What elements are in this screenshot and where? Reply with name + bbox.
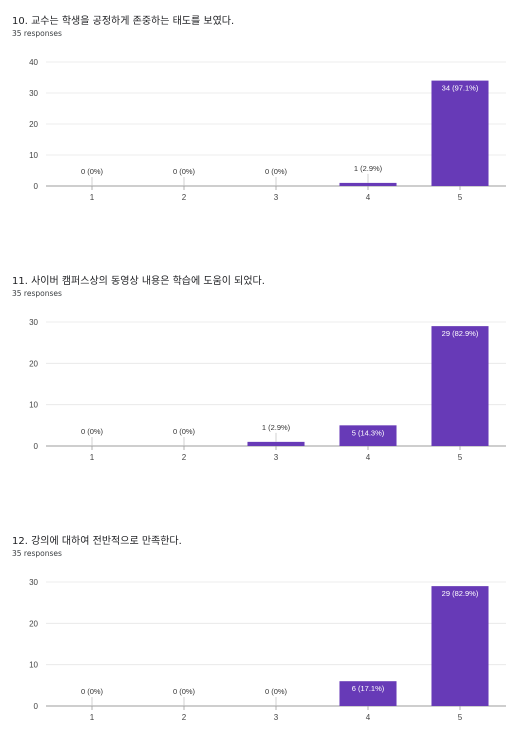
question-title: 12. 강의에 대하여 전반적으로 만족한다. bbox=[12, 536, 182, 547]
question-block-12: 12. 강의에 대하여 전반적으로 만족한다. 35 responses 0 10… bbox=[0, 520, 526, 744]
x-tick-label: 1 bbox=[90, 453, 95, 462]
y-tick-label: 20 bbox=[29, 359, 38, 368]
x-tick-label: 1 bbox=[90, 193, 95, 202]
x-tick-label: 3 bbox=[274, 713, 279, 722]
bar bbox=[431, 80, 489, 186]
y-tick-label: 0 bbox=[34, 182, 39, 191]
x-tick-label: 2 bbox=[182, 453, 187, 462]
y-tick-label: 10 bbox=[29, 151, 38, 160]
data-label: 6 (17.1%) bbox=[352, 684, 385, 693]
bar-chart: 0 10 20 30 1 0 (0%) 2 0 (0%) 3 1 (2.9%) 4 5 (14.3%)… bbox=[29, 318, 506, 462]
question-title: 10. 교수는 학생을 공정하게 존중하는 태도를 보였다. bbox=[12, 16, 235, 27]
data-label: 0 (0%) bbox=[265, 167, 288, 176]
y-tick-label: 0 bbox=[34, 702, 39, 711]
x-tick-label: 3 bbox=[274, 193, 279, 202]
data-label: 34 (97.1%) bbox=[442, 84, 479, 93]
x-tick-label: 1 bbox=[90, 713, 95, 722]
response-count: 35 responses bbox=[12, 29, 62, 38]
y-tick-label: 30 bbox=[29, 318, 38, 327]
question-title: 11. 사이버 캠퍼스상의 동영상 내용은 학습에 도움이 되었다. bbox=[12, 276, 265, 287]
data-label: 0 (0%) bbox=[173, 167, 196, 176]
y-tick-label: 0 bbox=[34, 442, 39, 451]
bar bbox=[247, 441, 305, 446]
data-label: 0 (0%) bbox=[173, 427, 196, 436]
x-tick-label: 2 bbox=[182, 713, 187, 722]
bar bbox=[431, 586, 489, 706]
data-label: 1 (2.9%) bbox=[354, 164, 383, 173]
y-tick-label: 20 bbox=[29, 120, 38, 129]
question-block-11: 11. 사이버 캠퍼스상의 동영상 내용은 학습에 도움이 되었다. 35 re… bbox=[0, 260, 526, 500]
x-tick-label: 3 bbox=[274, 453, 279, 462]
x-tick-label: 4 bbox=[366, 193, 371, 202]
data-label: 29 (82.9%) bbox=[442, 329, 479, 338]
y-tick-label: 10 bbox=[29, 661, 38, 670]
response-count: 35 responses bbox=[12, 289, 62, 298]
data-label: 5 (14.3%) bbox=[352, 428, 385, 437]
y-tick-label: 30 bbox=[29, 89, 38, 98]
bar-chart: 0 10 20 30 1 0 (0%) 2 0 (0%) 3 0 (0%) 4 6 (17.1%) 5 2… bbox=[29, 578, 506, 722]
bar bbox=[339, 681, 397, 706]
data-label: 0 (0%) bbox=[265, 687, 288, 696]
x-tick-label: 5 bbox=[458, 713, 463, 722]
x-tick-label: 4 bbox=[366, 713, 371, 722]
y-tick-label: 30 bbox=[29, 578, 38, 587]
data-label: 1 (2.9%) bbox=[262, 423, 291, 432]
data-label: 0 (0%) bbox=[173, 687, 196, 696]
bar bbox=[431, 326, 489, 446]
x-tick-label: 5 bbox=[458, 193, 463, 202]
data-label: 0 (0%) bbox=[81, 687, 104, 696]
bar-chart: 0 10 20 30 40 1 0 (0%) 2 0 (0%) 3 0 (0%) 4 1 (2.9%) 5… bbox=[29, 58, 506, 202]
y-tick-label: 40 bbox=[29, 58, 38, 67]
data-label: 29 (82.9%) bbox=[442, 589, 479, 598]
data-label: 0 (0%) bbox=[81, 167, 104, 176]
x-tick-label: 2 bbox=[182, 193, 187, 202]
y-tick-label: 20 bbox=[29, 619, 38, 628]
x-tick-label: 5 bbox=[458, 453, 463, 462]
response-count: 35 responses bbox=[12, 549, 62, 558]
bar bbox=[339, 425, 397, 446]
x-tick-label: 4 bbox=[366, 453, 371, 462]
data-label: 0 (0%) bbox=[81, 427, 104, 436]
question-block-10: 10. 교수는 학생을 공정하게 존중하는 태도를 보였다. 35 respon… bbox=[0, 0, 526, 240]
bar bbox=[339, 182, 397, 186]
y-tick-label: 10 bbox=[29, 401, 38, 410]
